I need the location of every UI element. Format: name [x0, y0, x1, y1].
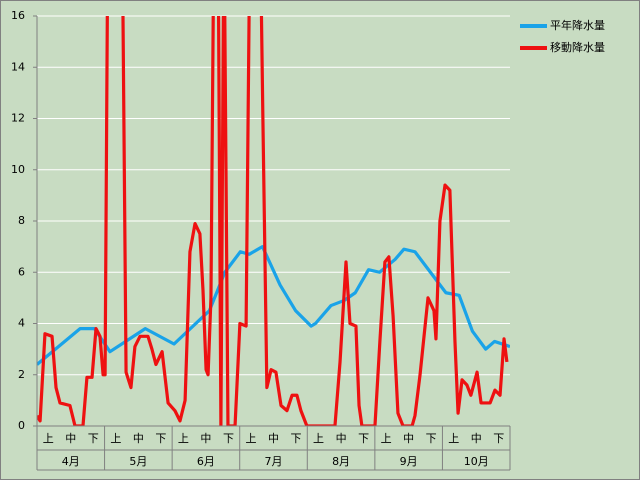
series-line — [37, 16, 509, 426]
y-tick-label: 14 — [11, 60, 25, 73]
x-sub-label: 中 — [65, 432, 76, 445]
x-sub-label: 中 — [471, 432, 482, 445]
x-sub-label: 中 — [133, 432, 144, 445]
x-group-label: 9月 — [400, 455, 418, 468]
y-tick-label: 16 — [11, 9, 25, 22]
x-group-label: 4月 — [62, 455, 80, 468]
x-sub-label: 上 — [110, 432, 121, 445]
x-sub-label: 上 — [178, 432, 189, 445]
y-tick-label: 8 — [18, 214, 25, 227]
y-tick-label: 4 — [18, 317, 25, 330]
x-sub-label: 上 — [43, 432, 54, 445]
y-tick-label: 12 — [11, 112, 25, 125]
y-tick-label: 10 — [11, 163, 25, 176]
plot-lines — [37, 16, 510, 426]
x-group-label: 5月 — [129, 455, 147, 468]
series-line — [37, 245, 510, 366]
x-sub-label: 上 — [381, 432, 392, 445]
x-sub-label: 上 — [448, 432, 459, 445]
x-sub-label: 下 — [358, 432, 369, 445]
x-sub-label: 中 — [200, 432, 211, 445]
x-group-label: 8月 — [332, 455, 350, 468]
x-group-label: 6月 — [197, 455, 215, 468]
x-sub-label: 下 — [223, 432, 234, 445]
axes: 0246810121416上中下上中下上中下上中下上中下上中下上中下4月 5月 6月… — [11, 9, 605, 471]
x-sub-label: 下 — [155, 432, 166, 445]
x-sub-label: 下 — [493, 432, 504, 445]
x-sub-label: 下 — [88, 432, 99, 445]
x-group-label: 10月 — [464, 455, 489, 468]
grid — [37, 15, 510, 427]
x-sub-label: 下 — [426, 432, 437, 445]
x-group-label: 7月 — [265, 455, 283, 468]
x-sub-label: 中 — [336, 432, 347, 445]
y-tick-label: 0 — [18, 419, 25, 432]
y-tick-label: 2 — [18, 368, 25, 381]
x-sub-label: 下 — [291, 432, 302, 445]
x-sub-label: 中 — [403, 432, 414, 445]
x-sub-label: 中 — [268, 432, 279, 445]
legend-label: 移動降水量 — [550, 40, 605, 54]
x-sub-label: 上 — [245, 432, 256, 445]
x-sub-label: 上 — [313, 432, 324, 445]
y-tick-label: 6 — [18, 265, 25, 278]
legend-label: 平年降水量 — [550, 18, 605, 32]
